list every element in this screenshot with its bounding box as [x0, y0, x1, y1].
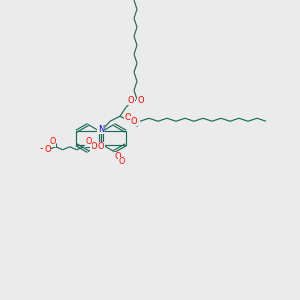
- Text: -: -: [40, 143, 44, 153]
- Text: N: N: [98, 125, 104, 134]
- Text: O: O: [44, 145, 51, 154]
- Text: O: O: [90, 142, 97, 151]
- Text: O: O: [119, 157, 125, 166]
- Text: O: O: [138, 96, 144, 105]
- Text: O: O: [125, 113, 131, 122]
- Text: O: O: [50, 137, 56, 146]
- Text: O: O: [131, 117, 137, 126]
- Text: O: O: [98, 142, 104, 151]
- Text: O: O: [128, 96, 134, 105]
- Text: O: O: [115, 152, 121, 161]
- Text: O: O: [85, 137, 92, 146]
